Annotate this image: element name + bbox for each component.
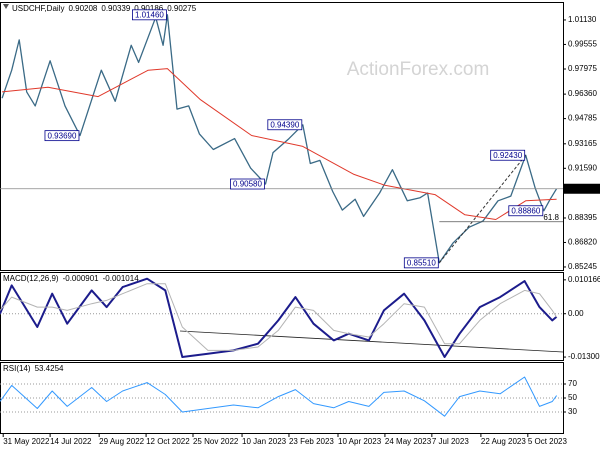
header-value: -0.001014 bbox=[103, 274, 140, 283]
y-tick-label: 0.86820 bbox=[568, 238, 597, 247]
x-tick-label: 29 Aug 2022 bbox=[99, 437, 144, 446]
menu-icon bbox=[3, 4, 9, 9]
y-tick-label: -0.013006 bbox=[568, 352, 600, 361]
series-line bbox=[1, 14, 558, 264]
watermark: ActionForex.com bbox=[347, 59, 490, 80]
y-tick-label: 50 bbox=[568, 393, 577, 402]
x-tick-label: 25 Nov 2022 bbox=[193, 437, 239, 446]
x-tick-label: 10 Apr 2023 bbox=[338, 437, 382, 446]
panel-title: MACD(12,26,9) bbox=[3, 274, 59, 283]
x-tick-label: 23 Feb 2023 bbox=[289, 437, 334, 446]
series-line bbox=[0, 376, 558, 417]
y-tick-label: 0.94785 bbox=[568, 114, 597, 123]
panel-frame bbox=[0, 272, 564, 361]
annotation-box bbox=[267, 119, 303, 131]
header-value: 0.90208 bbox=[68, 4, 97, 13]
annotation-label: 0.94390 bbox=[270, 120, 299, 129]
panel-title: USDCHF,Daily bbox=[12, 4, 64, 13]
header-value: 53.4254 bbox=[35, 364, 64, 373]
fib-trendline bbox=[438, 154, 527, 264]
fib-label: 61.8 bbox=[543, 213, 559, 222]
header-value: -0.000901 bbox=[63, 274, 100, 283]
y-tick-label: 0.91590 bbox=[568, 163, 597, 172]
price-box-label: 0.90275 bbox=[568, 184, 597, 193]
x-tick-label: 12 Oct 2022 bbox=[146, 437, 190, 446]
annotation-box bbox=[230, 178, 265, 190]
y-tick-label: 0.00 bbox=[568, 309, 584, 318]
header-value: 0.90275 bbox=[167, 4, 196, 13]
series-line bbox=[0, 277, 558, 358]
series-line bbox=[2, 68, 557, 220]
y-tick-label: 30 bbox=[568, 407, 577, 416]
price-box bbox=[564, 183, 600, 194]
header-value: 0.90339 bbox=[101, 4, 130, 13]
y-tick-label: 70 bbox=[568, 379, 577, 388]
y-tick-label: 1.01130 bbox=[568, 15, 597, 24]
annotation-label: 0.90580 bbox=[233, 180, 262, 189]
series-line bbox=[0, 283, 558, 351]
annotation-label: 0.85510 bbox=[407, 258, 436, 267]
macd-trendline bbox=[179, 330, 564, 353]
annotation-box bbox=[132, 9, 167, 21]
panel-header: MACD(12,26,9) -0.000901 -0.001014 bbox=[3, 274, 139, 283]
panel-header: USDCHF,Daily 0.90208 0.90339 0.90186 0.90275 bbox=[12, 4, 197, 13]
y-tick-label: 0.010166 bbox=[568, 275, 600, 284]
x-tick-label: 7 Jul 2023 bbox=[432, 437, 469, 446]
panel-header: RSI(14) 53.4254 bbox=[3, 364, 64, 373]
annotation-box bbox=[490, 149, 526, 161]
panel-frame bbox=[0, 2, 564, 271]
x-tick-label: 14 Jul 2022 bbox=[50, 437, 92, 446]
annotation-label: 1.01460 bbox=[135, 10, 164, 19]
annotation-box bbox=[508, 205, 544, 217]
y-tick-label: 0.97975 bbox=[568, 64, 597, 73]
x-tick-label: 10 Jan 2023 bbox=[242, 437, 287, 446]
annotation-label: 0.92430 bbox=[493, 151, 522, 160]
y-tick-label: 0.85245 bbox=[568, 262, 597, 271]
y-tick-label: 0.88395 bbox=[568, 213, 597, 222]
y-tick-label: 0.93165 bbox=[568, 139, 597, 148]
x-tick-label: 24 May 2023 bbox=[385, 437, 432, 446]
x-tick-label: 31 May 2022 bbox=[3, 437, 50, 446]
x-tick-label: 22 Aug 2023 bbox=[481, 437, 526, 446]
header-value: 0.90186 bbox=[134, 4, 163, 13]
annotation-label: 0.88860 bbox=[511, 206, 540, 215]
panel-title: RSI(14) bbox=[3, 364, 31, 373]
annotation-box bbox=[403, 257, 439, 269]
x-tick-label: 5 Oct 2023 bbox=[528, 437, 568, 446]
annotation-label: 0.93690 bbox=[48, 131, 77, 140]
y-tick-label: 0.99555 bbox=[568, 40, 597, 49]
annotation-box bbox=[44, 130, 80, 142]
y-tick-label: 0.96360 bbox=[568, 89, 597, 98]
